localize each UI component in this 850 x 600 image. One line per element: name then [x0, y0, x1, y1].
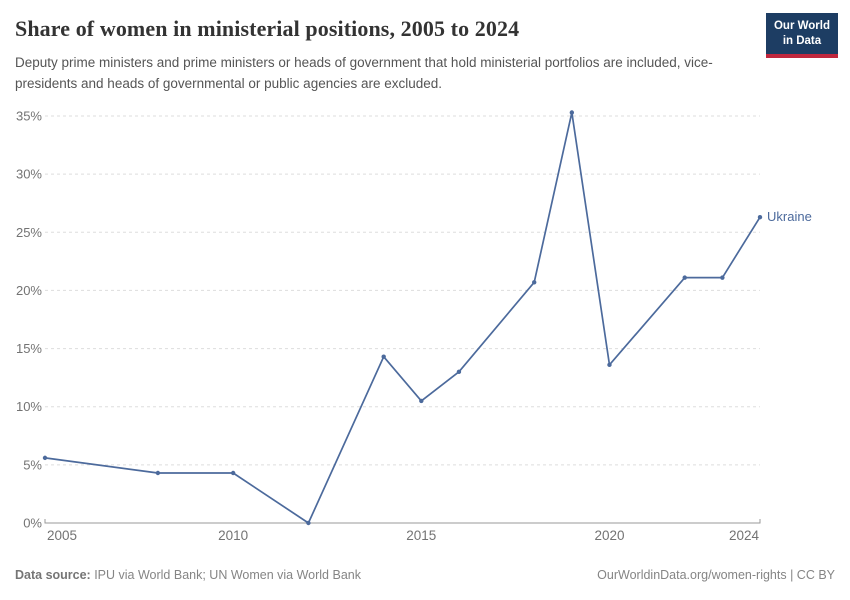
- data-point-2023[interactable]: [720, 275, 725, 280]
- y-axis-tick-label: 25%: [16, 225, 42, 240]
- x-axis-tick-label: 2015: [406, 528, 436, 543]
- page-title: Share of women in ministerial positions,…: [15, 16, 520, 41]
- y-axis-tick-label: 35%: [16, 109, 42, 124]
- data-point-2018[interactable]: [532, 280, 537, 285]
- y-axis-tick-label: 30%: [16, 167, 42, 182]
- y-axis-tick-label: 10%: [16, 399, 42, 414]
- data-point-2015[interactable]: [419, 398, 424, 404]
- data-point-2010[interactable]: [230, 470, 236, 476]
- x-axis-line: [44, 519, 761, 524]
- x-axis-tick-label: 2020: [594, 528, 624, 543]
- data-source-text: IPU via World Bank; UN Women via World B…: [90, 568, 361, 582]
- series-label-ukraine[interactable]: Ukraine: [767, 209, 812, 224]
- data-point-2016[interactable]: [456, 369, 462, 375]
- y-axis-tick-label: 15%: [16, 341, 42, 356]
- x-axis-tick-label: 2005: [47, 528, 77, 543]
- data-point-2008[interactable]: [155, 470, 161, 476]
- data-source-note: Data source: IPU via World Bank; UN Wome…: [15, 568, 361, 582]
- data-point-2014[interactable]: [381, 354, 386, 359]
- data-point-2019[interactable]: [569, 110, 575, 115]
- owid-logo-line1: Our World: [773, 20, 830, 32]
- data-source-label: Data source:: [15, 568, 91, 582]
- x-axis-tick-label: 2024: [729, 528, 760, 543]
- y-axis-tick-label: 20%: [16, 283, 42, 298]
- y-axis-tick-label: 0%: [23, 516, 42, 531]
- x-axis-tick-label: 2010: [218, 528, 248, 543]
- chart-subtitle: Deputy prime ministers and prime ministe…: [15, 55, 713, 91]
- data-point-2022[interactable]: [682, 275, 687, 280]
- data-point-2005[interactable]: [42, 455, 48, 461]
- chart-footer: Data source: IPU via World Bank; UN Wome…: [15, 568, 835, 582]
- data-point-2020[interactable]: [607, 362, 612, 368]
- owid-logo-line2: in Data: [782, 34, 822, 47]
- y-axis-tick-label: 5%: [23, 457, 42, 472]
- license-link: OurWorldinData.org/women-rights | CC BY: [597, 568, 835, 582]
- data-point-2024[interactable]: [757, 214, 763, 220]
- data-point-2012[interactable]: [306, 520, 311, 526]
- owid-logo[interactable]: Our World in Data: [765, 13, 838, 58]
